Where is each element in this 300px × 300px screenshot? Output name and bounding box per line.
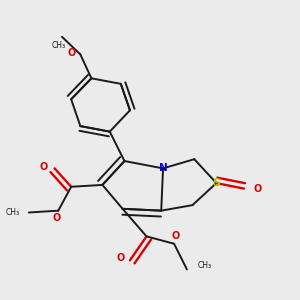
Text: N: N: [159, 164, 167, 173]
Text: O: O: [52, 213, 61, 223]
Text: O: O: [254, 184, 262, 194]
Text: O: O: [40, 161, 48, 172]
Text: CH₃: CH₃: [197, 261, 212, 270]
Text: CH₃: CH₃: [51, 41, 65, 50]
Text: O: O: [67, 48, 75, 58]
Text: O: O: [172, 231, 180, 242]
Text: CH₃: CH₃: [6, 208, 20, 217]
Text: S: S: [212, 178, 220, 188]
Text: O: O: [117, 254, 125, 263]
